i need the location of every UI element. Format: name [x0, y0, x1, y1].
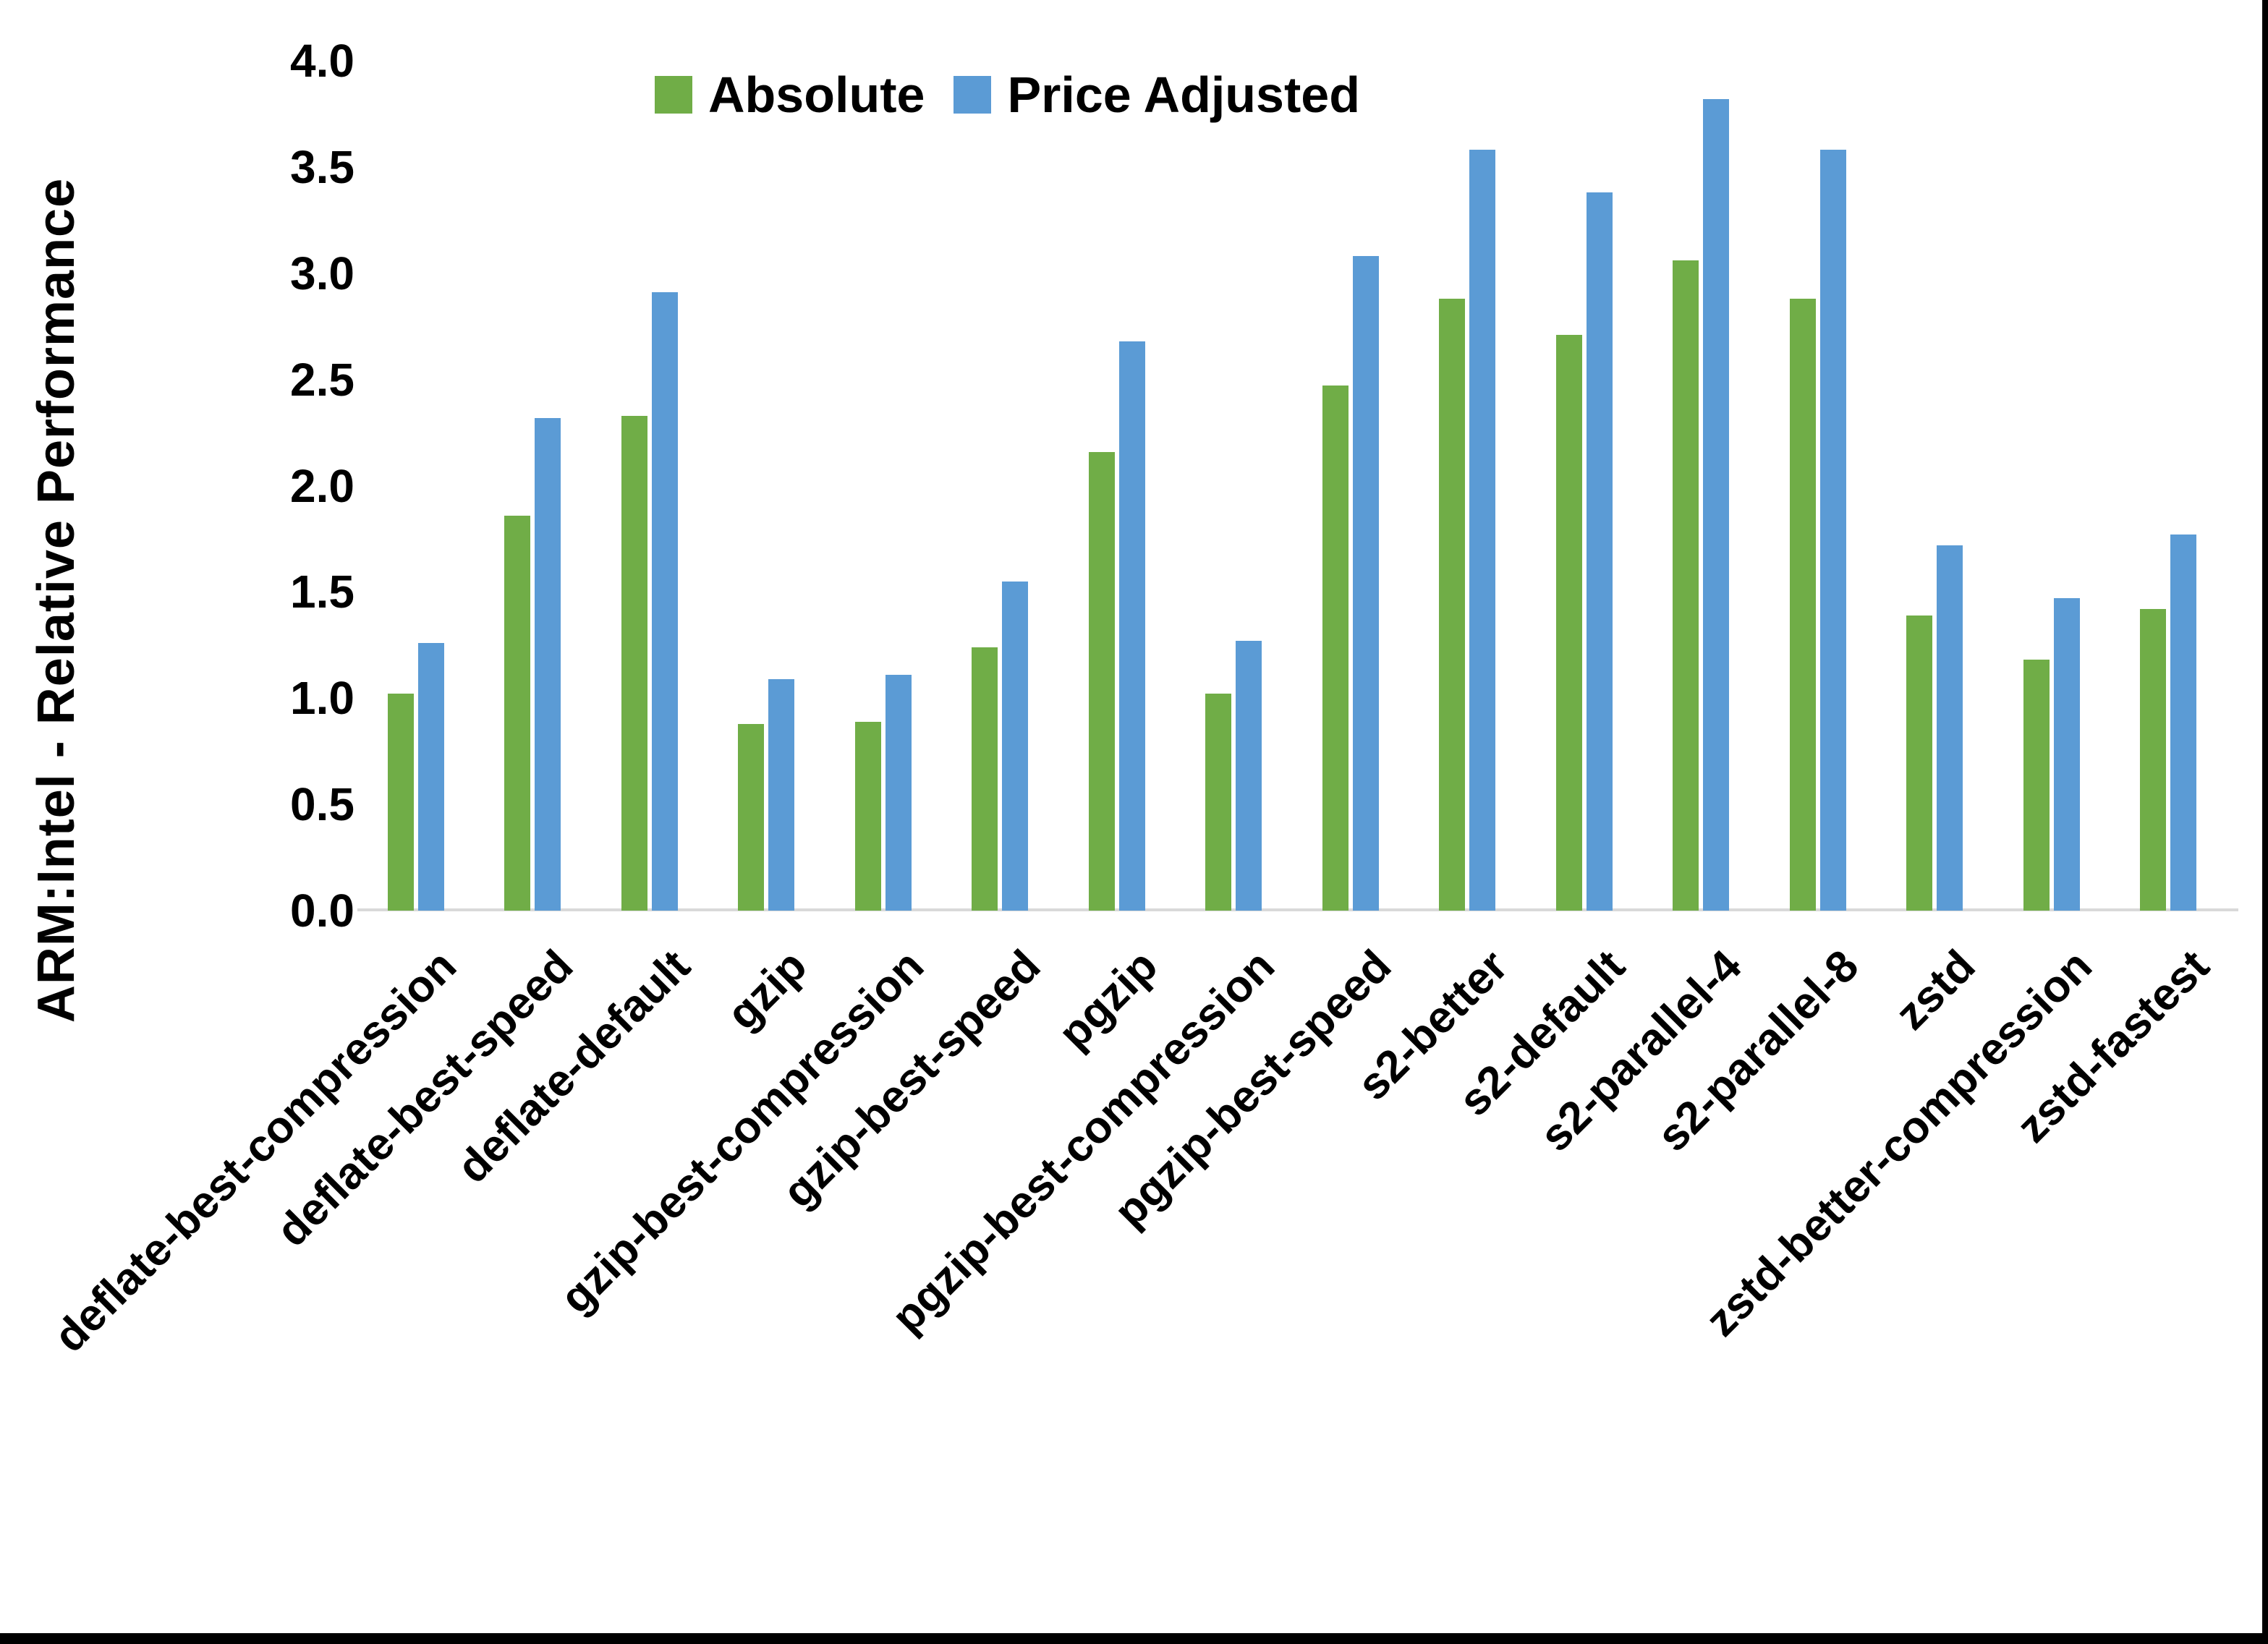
bar-group-s2-better [1409, 61, 1526, 911]
bar-absolute-zstd-fastest [2140, 608, 2167, 911]
bar-price-adjusted-pgzip-best-compression [1236, 640, 1262, 911]
y-tick-label: 3.0 [290, 247, 354, 299]
bar-absolute-pgzip [1088, 451, 1115, 911]
bar-absolute-gzip-best-speed [972, 647, 998, 911]
x-category-label-gzip: gzip [718, 940, 817, 1040]
bar-price-adjusted-gzip-best-speed [1002, 581, 1029, 911]
bar-group-pgzip-best-speed [1292, 61, 1409, 911]
bar-group-deflate-best-speed [475, 61, 592, 911]
x-category-label-zstd: zstd [1886, 940, 1985, 1040]
bar-absolute-pgzip-best-compression [1205, 694, 1232, 911]
x-axis-line [357, 908, 2238, 911]
y-tick-label: 0.5 [290, 778, 354, 831]
bar-group-gzip-best-compression [825, 61, 942, 911]
bar-price-adjusted-pgzip-best-speed [1352, 256, 1379, 911]
bar-price-adjusted-s2-parallel-4 [1703, 98, 1730, 911]
y-tick-label: 2.0 [290, 459, 354, 512]
bar-absolute-deflate-default [621, 415, 647, 911]
bar-group-gzip [708, 61, 825, 911]
y-tick-label: 1.0 [290, 672, 354, 725]
bar-price-adjusted-zstd-better-compression [2053, 598, 2080, 911]
bar-group-s2-parallel-8 [1759, 61, 1877, 911]
y-tick-label: 1.5 [290, 566, 354, 618]
bar-price-adjusted-deflate-best-speed [535, 417, 561, 911]
bar-group-gzip-best-speed [942, 61, 1059, 911]
legend-item-price-adjusted: Price Adjusted [954, 69, 1360, 120]
y-tick-label: 0.0 [290, 885, 354, 937]
bar-absolute-s2-better [1439, 299, 1466, 911]
figure-right-border [2262, 0, 2268, 1644]
bar-absolute-deflate-best-compression [387, 694, 414, 911]
x-category-label-s2-parallel-4: s2-parallel-4 [1531, 940, 1751, 1162]
bar-price-adjusted-s2-parallel-8 [1819, 150, 1846, 911]
bar-price-adjusted-pgzip [1118, 341, 1145, 911]
bar-price-adjusted-gzip [768, 678, 795, 911]
bar-price-adjusted-s2-default [1586, 192, 1613, 911]
bar-group-deflate-default [591, 61, 708, 911]
legend-item-absolute: Absolute [655, 69, 925, 120]
figure-bottom-border [0, 1633, 2268, 1644]
bar-price-adjusted-deflate-best-compression [417, 642, 444, 911]
y-tick-label: 3.5 [290, 140, 354, 193]
bar-absolute-pgzip-best-speed [1322, 386, 1349, 911]
y-tick-label: 4.0 [290, 35, 354, 87]
bar-absolute-s2-parallel-4 [1673, 260, 1699, 911]
bar-group-pgzip [1058, 61, 1176, 911]
bar-absolute-s2-default [1555, 334, 1582, 911]
absolute-series-swatch-icon [655, 76, 692, 114]
x-category-label-s2-parallel-8: s2-parallel-8 [1647, 940, 1869, 1162]
price-adjusted-series-swatch-icon [954, 76, 992, 114]
bar-absolute-s2-parallel-8 [1789, 299, 1816, 911]
bar-group-zstd [1877, 61, 1994, 911]
bar-price-adjusted-zstd-fastest [2170, 534, 2197, 911]
legend-label-absolute: Absolute [708, 67, 925, 123]
bar-group-s2-parallel-4 [1643, 61, 1760, 911]
bar-group-s2-default [1526, 61, 1643, 911]
bar-absolute-gzip [738, 723, 765, 911]
bar-absolute-zstd [1906, 615, 1933, 911]
y-tick-label: 2.5 [290, 353, 354, 406]
bar-price-adjusted-deflate-default [651, 292, 678, 911]
bar-absolute-zstd-better-compression [2023, 660, 2050, 911]
bar-group-zstd-better-compression [1993, 61, 2110, 911]
legend: Absolute Price Adjusted [655, 69, 1360, 120]
bar-price-adjusted-s2-better [1469, 150, 1496, 911]
legend-label-price-adjusted: Price Adjusted [1007, 67, 1360, 123]
bar-group-deflate-best-compression [357, 61, 475, 911]
bar-absolute-gzip-best-compression [854, 721, 881, 911]
plot-area [357, 61, 2227, 911]
bar-price-adjusted-zstd [1937, 545, 1963, 911]
bar-group-zstd-fastest [2110, 61, 2227, 911]
bar-group-pgzip-best-compression [1176, 61, 1293, 911]
bar-absolute-deflate-best-speed [504, 515, 531, 911]
bar-price-adjusted-gzip-best-compression [885, 674, 912, 911]
